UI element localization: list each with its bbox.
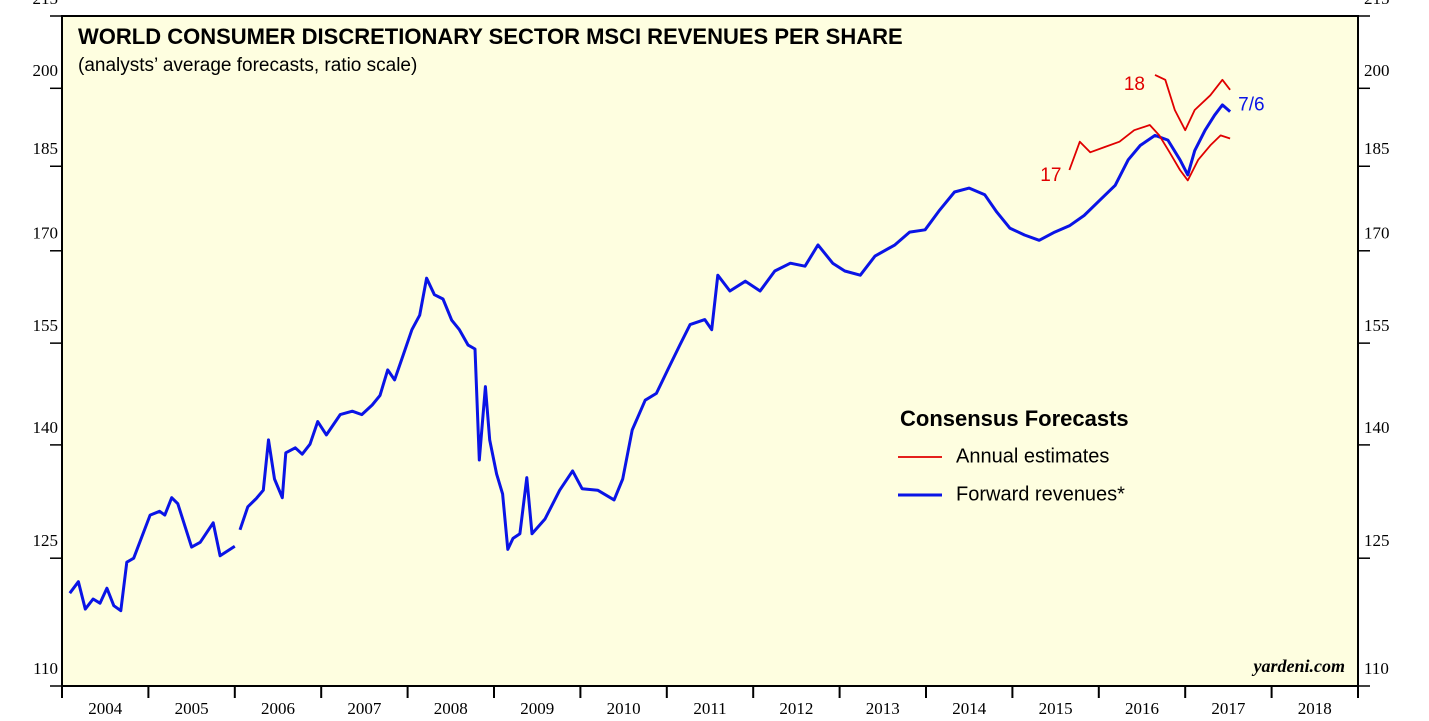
x-tick-label: 2016 bbox=[1125, 699, 1159, 718]
x-tick-label: 2013 bbox=[866, 699, 900, 718]
x-tick-label: 2018 bbox=[1298, 699, 1332, 718]
y2-tick-label: 185 bbox=[1364, 139, 1390, 158]
y2-tick-label: 170 bbox=[1364, 224, 1390, 243]
y-tick-label: 110 bbox=[33, 659, 58, 678]
legend-label: Annual estimates bbox=[956, 445, 1109, 467]
series-label: 7/6 bbox=[1238, 95, 1264, 116]
x-tick-label: 2011 bbox=[693, 699, 726, 718]
y-tick-label: 140 bbox=[33, 418, 59, 437]
line bbox=[1154, 74, 1231, 132]
y-tick-label: 170 bbox=[33, 224, 59, 243]
source: yardeni.com bbox=[1252, 656, 1346, 676]
y2-tick-label: 125 bbox=[1364, 531, 1390, 550]
x-tick-label: 2012 bbox=[779, 699, 813, 718]
legend-label: Forward revenues* bbox=[956, 483, 1125, 505]
x-tick-label: 2006 bbox=[261, 699, 295, 718]
x-tick-label: 2008 bbox=[434, 699, 468, 718]
y-tick-label: 200 bbox=[33, 61, 59, 80]
x-tick-label: 2004 bbox=[88, 699, 123, 718]
y-tick-label: 155 bbox=[33, 316, 59, 335]
series-label: 17 bbox=[1040, 165, 1061, 186]
x-tick-label: 2010 bbox=[607, 699, 641, 718]
plot-area bbox=[61, 15, 1359, 687]
legend-title: Consensus Forecasts bbox=[900, 406, 1129, 431]
line bbox=[1068, 124, 1231, 182]
x-tick-label: 2017 bbox=[1211, 699, 1246, 718]
y-tick-label: 185 bbox=[33, 139, 59, 158]
x-tick-label: 2007 bbox=[347, 699, 382, 718]
chart-subtitle: (analysts’ average forecasts, ratio scal… bbox=[78, 55, 417, 76]
y2-tick-label: 110 bbox=[1364, 659, 1389, 678]
y2-tick-label: 140 bbox=[1364, 418, 1390, 437]
y-tick-label: 215 bbox=[33, 0, 59, 8]
series-label: 18 bbox=[1124, 74, 1145, 95]
x-tick-label: 2005 bbox=[175, 699, 209, 718]
y2-tick-label: 155 bbox=[1364, 316, 1390, 335]
y2-tick-label: 200 bbox=[1364, 61, 1390, 80]
y-tick-label: 125 bbox=[33, 531, 59, 550]
x-tick-label: 2014 bbox=[952, 699, 987, 718]
y2-tick-label: 215 bbox=[1364, 0, 1390, 8]
x-tick-label: 2009 bbox=[520, 699, 554, 718]
line bbox=[68, 103, 1232, 613]
chart-title: WORLD CONSUMER DISCRETIONARY SECTOR MSCI… bbox=[78, 24, 903, 49]
x-tick-label: 2015 bbox=[1039, 699, 1073, 718]
